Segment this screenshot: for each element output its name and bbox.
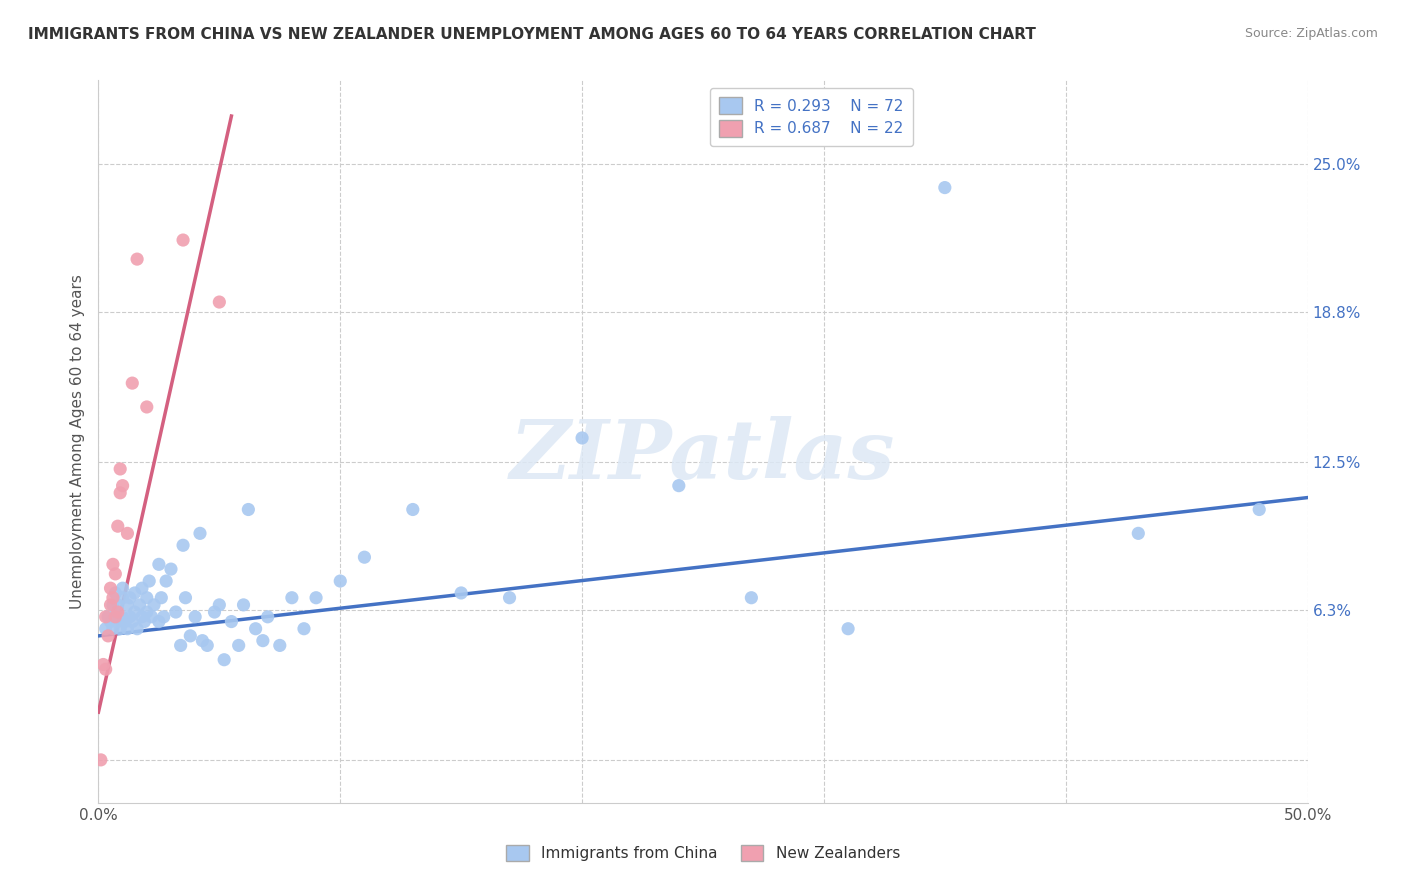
Point: [101, 558, 124, 572]
Point: [97, 609, 120, 624]
Point: [97, 629, 120, 643]
Point: [305, 591, 328, 605]
Point: [232, 598, 254, 612]
Point: [165, 605, 187, 619]
Point: [108, 622, 131, 636]
Point: [107, 519, 129, 533]
Point: [143, 598, 166, 612]
Point: [281, 591, 304, 605]
Point: [131, 609, 153, 624]
Point: [245, 622, 267, 636]
Point: [117, 622, 139, 636]
Point: [134, 615, 156, 629]
Point: [91, 657, 114, 672]
Point: [100, 598, 122, 612]
Point: [150, 591, 173, 605]
Point: [208, 598, 231, 612]
Point: [212, 653, 235, 667]
Point: [128, 598, 150, 612]
Point: [252, 633, 274, 648]
Point: [1128, 526, 1150, 541]
Point: [94, 622, 117, 636]
Point: [571, 431, 593, 445]
Point: [155, 574, 177, 588]
Point: [124, 586, 146, 600]
Point: [172, 538, 194, 552]
Point: [228, 639, 250, 653]
Point: [107, 615, 129, 629]
Point: [329, 574, 352, 588]
Point: [127, 622, 149, 636]
Point: [172, 233, 194, 247]
Point: [94, 662, 117, 676]
Point: [498, 591, 520, 605]
Point: [169, 639, 191, 653]
Legend: Immigrants from China, New Zealanders: Immigrants from China, New Zealanders: [501, 838, 905, 867]
Point: [107, 598, 129, 612]
Point: [135, 605, 157, 619]
Point: [837, 622, 859, 636]
Text: ZIPatlas: ZIPatlas: [510, 416, 896, 496]
Point: [124, 605, 146, 619]
Text: IMMIGRANTS FROM CHINA VS NEW ZEALANDER UNEMPLOYMENT AMONG AGES 60 TO 64 YEARS CO: IMMIGRANTS FROM CHINA VS NEW ZEALANDER U…: [28, 27, 1036, 42]
Point: [117, 526, 139, 541]
Point: [221, 615, 243, 629]
Text: Source: ZipAtlas.com: Source: ZipAtlas.com: [1244, 27, 1378, 40]
Point: [127, 252, 149, 266]
Point: [148, 615, 170, 629]
Point: [179, 629, 201, 643]
Point: [184, 609, 207, 624]
Point: [100, 581, 122, 595]
Point: [1249, 502, 1271, 516]
Point: [111, 478, 134, 492]
Point: [204, 605, 226, 619]
Point: [148, 558, 170, 572]
Point: [111, 581, 134, 595]
Point: [118, 609, 141, 624]
Point: [131, 581, 153, 595]
Point: [450, 586, 472, 600]
Point: [188, 526, 211, 541]
Point: [104, 609, 127, 624]
Point: [402, 502, 425, 516]
Point: [101, 591, 124, 605]
Point: [138, 574, 160, 588]
Point: [121, 376, 143, 391]
Point: [256, 609, 278, 624]
Point: [269, 639, 291, 653]
Point: [101, 622, 124, 636]
Point: [101, 598, 124, 612]
Point: [100, 615, 122, 629]
Point: [238, 502, 260, 516]
Point: [174, 591, 197, 605]
Point: [160, 562, 183, 576]
Point: [292, 622, 315, 636]
Point: [195, 639, 218, 653]
Point: [668, 478, 690, 492]
Point: [208, 295, 231, 310]
Y-axis label: Unemployment Among Ages 60 to 64 years: Unemployment Among Ages 60 to 64 years: [69, 274, 84, 609]
Point: [121, 615, 143, 629]
Point: [353, 550, 375, 565]
Point: [108, 462, 131, 476]
Point: [111, 591, 134, 605]
Point: [114, 615, 136, 629]
Point: [94, 609, 117, 624]
Point: [90, 753, 112, 767]
Point: [104, 586, 127, 600]
Point: [104, 566, 127, 581]
Point: [135, 400, 157, 414]
Point: [111, 609, 134, 624]
Point: [117, 598, 139, 612]
Point: [934, 180, 956, 194]
Point: [104, 609, 127, 624]
Point: [740, 591, 762, 605]
Point: [135, 591, 157, 605]
Point: [191, 633, 214, 648]
Point: [141, 609, 163, 624]
Point: [107, 605, 129, 619]
Point: [118, 591, 141, 605]
Point: [152, 609, 174, 624]
Point: [108, 485, 131, 500]
